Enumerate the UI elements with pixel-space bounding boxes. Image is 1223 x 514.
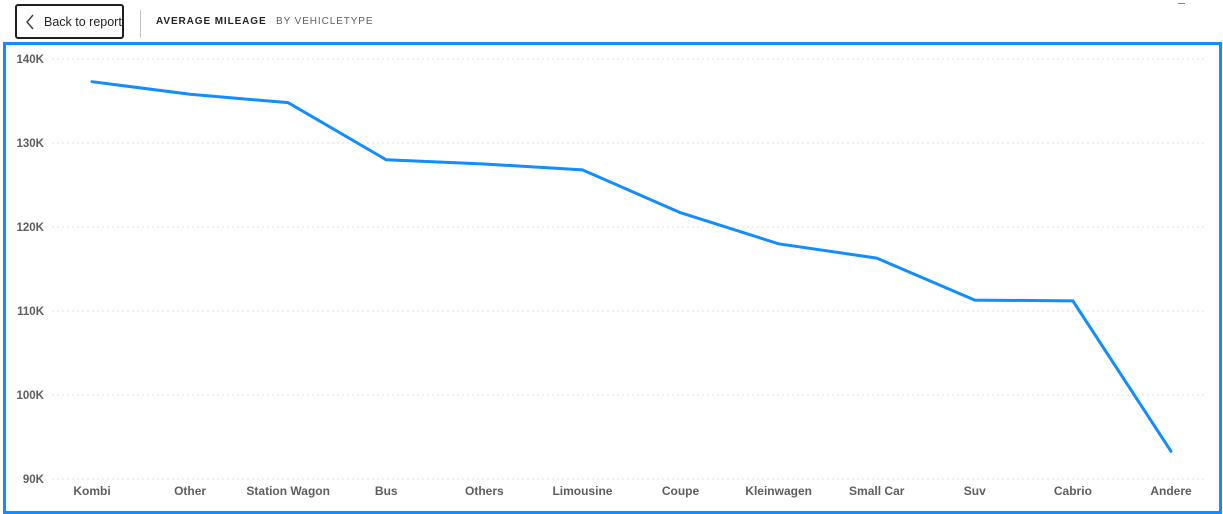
x-tick-label: Coupe bbox=[662, 484, 700, 498]
y-tick-label: 140K bbox=[17, 54, 45, 66]
data-point[interactable] bbox=[1165, 445, 1177, 457]
series-line[interactable] bbox=[90, 80, 1173, 453]
chevron-left-icon bbox=[21, 12, 39, 32]
x-tick-label: Bus bbox=[375, 484, 398, 498]
data-point[interactable] bbox=[576, 164, 588, 176]
data-point[interactable] bbox=[184, 88, 196, 100]
report-header: Back to report AVERAGE MILEAGE BY VEHICL… bbox=[0, 0, 1223, 44]
gridlines bbox=[52, 58, 1207, 480]
data-point[interactable] bbox=[969, 294, 981, 306]
y-tick-label: 130K bbox=[17, 138, 45, 150]
x-tick-label: Andere bbox=[1150, 484, 1192, 498]
data-point[interactable] bbox=[773, 238, 785, 250]
y-tick-label: 110K bbox=[17, 306, 45, 318]
x-axis: Kombi Other Station Wagon Bus Others Limousin… bbox=[73, 484, 1192, 498]
x-tick-label: Suv bbox=[964, 484, 986, 498]
y-tick-label: 120K bbox=[17, 222, 45, 234]
data-point[interactable] bbox=[86, 76, 98, 88]
y-axis: 90K 100K 110K 120K 130K 140K bbox=[17, 54, 45, 486]
visual-subtitle: BY VEHICLETYPE bbox=[276, 16, 374, 27]
x-tick-label: Others bbox=[465, 484, 504, 498]
x-tick-label: Kombi bbox=[73, 484, 110, 498]
y-tick-label: 100K bbox=[17, 390, 45, 402]
series-layer bbox=[86, 76, 1177, 457]
data-point[interactable] bbox=[871, 252, 883, 264]
x-tick-label: Station Wagon bbox=[246, 484, 330, 498]
header-divider bbox=[140, 10, 141, 38]
x-tick-label: Kleinwagen bbox=[745, 484, 812, 498]
visual-title: AVERAGE MILEAGE bbox=[156, 16, 267, 27]
focused-visual-frame[interactable] bbox=[3, 42, 1222, 514]
x-tick-label: Small Car bbox=[849, 484, 905, 498]
x-tick-label: Cabrio bbox=[1054, 484, 1092, 498]
corner-mark bbox=[1178, 0, 1185, 4]
data-point[interactable] bbox=[282, 97, 294, 109]
data-point[interactable] bbox=[1067, 295, 1079, 307]
data-point[interactable] bbox=[675, 207, 687, 219]
data-point[interactable] bbox=[478, 158, 490, 170]
back-to-report-button[interactable]: Back to report bbox=[15, 4, 124, 39]
back-button-label: Back to report bbox=[44, 14, 122, 29]
data-point[interactable] bbox=[380, 154, 392, 166]
x-tick-label: Other bbox=[174, 484, 206, 498]
x-tick-label: Limousine bbox=[552, 484, 612, 498]
y-tick-label: 90K bbox=[23, 474, 45, 486]
